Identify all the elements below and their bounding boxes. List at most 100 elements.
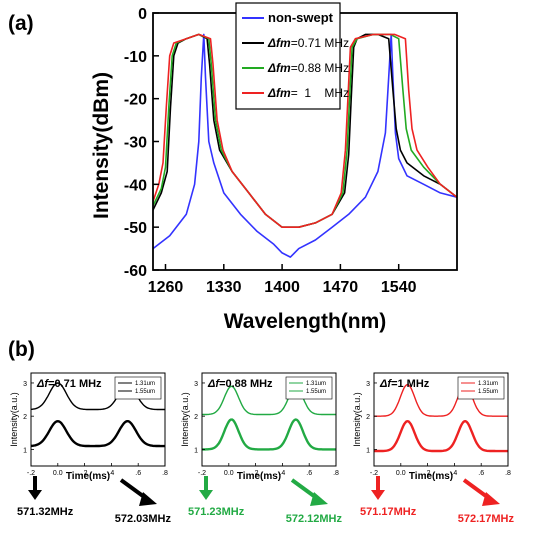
arrow-diag-head-3 [482,492,500,506]
b-x-tick-label-2-1: 0.0 [224,470,234,477]
b-y-tick-label-1-1: 2 [23,414,27,421]
b-y-tick-label-2-0: 1 [194,447,198,454]
y-tick-label-1: -10 [124,49,147,66]
panel-label-b: (b) [8,338,35,361]
b-x-tick-label-1-5: .8 [162,470,168,477]
b-title-prefix-3: Δf [379,378,392,390]
curves-b-2 [202,385,336,451]
b-arrow-label-2-0: 571.23MHz [188,506,245,518]
b-x-tick-label-3-4: .6 [478,470,484,477]
b-x-tick-label-3-3: .4 [451,470,457,477]
panel-label-a: (a) [8,12,34,35]
y-tick-label-2: -20 [124,92,147,109]
legend-label-prefix-2: Δfm [267,61,291,75]
b-x-tick-label-1-3: .4 [108,470,114,477]
y-tick-label-4: -40 [124,177,147,194]
b-legend-label-3-0: 1.31um [478,381,498,387]
b-x-tick-label-2-2: .2 [253,470,259,477]
arrow-down-head-2 [199,490,213,500]
b-title-prefix-2: Δf [207,378,220,390]
x-tick-label-4: 1540 [381,279,417,296]
b-y-tick-label-2-2: 3 [194,381,198,388]
b-y-axis-label-1: Intensity(a.u.) [9,392,19,447]
b-x-tick-label-2-4: .6 [306,470,312,477]
b-x-tick-label-1-2: .2 [82,470,88,477]
b-legend-label-1-1: 1.55um [135,389,155,395]
arrow-down-head-3 [371,490,385,500]
x-axis-label: Wavelength(nm) [224,310,387,333]
x-tick-label-1: 1330 [206,279,242,296]
legend-label-1: Δfm=0.71 MHz [267,36,349,50]
b-y-tick-label-3-2: 3 [366,381,370,388]
plot-frame-b-1 [30,372,166,467]
b-title-1: Δf=0.71 MHz [36,378,102,390]
b-x-tick-label-1-0: -.2 [27,470,35,477]
time-series-3-1 [374,419,508,453]
b-legend-label-3-1: 1.55um [478,389,498,395]
b-legend-label-2-1: 1.55um [306,389,326,395]
legend-label-prefix-1: Δfm [267,36,291,50]
b-legend-label-1-0: 1.31um [135,381,155,387]
b-y-tick-label-1-2: 3 [23,381,27,388]
curves-b-1 [31,382,165,448]
time-chart-0-88: 1 2 3 -.2 0.0 .2 .4 .6 .8 Time(ms) Intensity(a.u.)… [180,372,343,525]
arrow-diag-head-2 [310,492,328,506]
b-x-tick-label-3-0: -.2 [370,470,378,477]
b-x-tick-label-3-1: 0.0 [396,470,406,477]
legend-box [235,2,341,110]
curves-b-3 [374,383,508,453]
b-title-suffix-2: =0.88 MHz [219,378,273,390]
b-x-tick-label-2-0: -.2 [198,470,206,477]
legend-label-suffix-3: = 1 MHz [291,86,349,100]
b-y-tick-label-1-0: 1 [23,447,27,454]
b-x-tick-label-2-5: .8 [333,470,339,477]
time-series-1-1 [31,419,165,448]
b-arrow-label-3-1: 572.17MHz [458,513,515,525]
b-y-tick-label-3-1: 2 [366,414,370,421]
legend-label-suffix-2: =0.88 MHz [291,61,349,75]
y-axis-label: Intensity(dBm) [90,72,113,219]
legend-label-prefix-3: Δfm [267,86,291,100]
time-series-3-0 [374,383,508,417]
x-tick-label-0: 1260 [148,279,184,296]
time-series-1-0 [31,382,165,411]
legend-label-3: Δfm= 1 MHz [267,86,349,100]
b-arrow-label-1-0: 571.32MHz [17,506,74,518]
y-tick-label-6: -60 [124,263,147,280]
time-chart-1: 1 2 3 -.2 0.0 .2 .4 .6 .8 Time(ms) Intensity(a.u.)… [352,372,515,525]
b-y-tick-label-3-0: 1 [366,447,370,454]
b-title-suffix-1: =0.71 MHz [48,378,102,390]
b-legend-label-2-0: 1.31um [306,381,326,387]
b-x-tick-label-1-4: .6 [135,470,141,477]
time-series-2-1 [202,418,336,451]
b-x-axis-label-1: Time(ms) [66,471,110,482]
b-title-2: Δf=0.88 MHz [207,378,273,390]
traces-a [153,33,457,258]
b-title-prefix-1: Δf [36,378,49,390]
b-arrow-label-1-1: 572.03MHz [115,513,172,525]
b-arrow-label-2-1: 572.12MHz [286,513,343,525]
y-tick-label-0: 0 [138,6,147,23]
series-line-3 [153,33,457,228]
legend-label-2: Δfm=0.88 MHz [267,61,349,75]
arrow-diag-head-1 [139,492,157,506]
b-x-tick-label-3-5: .8 [505,470,511,477]
b-x-tick-label-3-2: .2 [425,470,431,477]
legend-label-0: non-swept [268,10,334,25]
b-y-tick-label-2-1: 2 [194,414,198,421]
arrow-down-head-1 [28,490,42,500]
time-chart-0-71: 1 2 3 -.2 0.0 .2 .4 .6 .8 Time(ms) Intensity(a.u.)… [9,372,172,525]
x-tick-label-2: 1400 [264,279,300,296]
b-x-tick-label-2-3: .4 [279,470,285,477]
b-title-3: Δf=1 MHz [379,378,430,390]
b-x-axis-label-3: Time(ms) [409,471,453,482]
plot-frame-b-2 [201,372,337,467]
b-x-axis-label-2: Time(ms) [237,471,281,482]
b-arrow-label-3-0: 571.17MHz [360,506,417,518]
plot-frame-b-3 [373,372,509,467]
legend-label-suffix-1: =0.71 MHz [291,36,349,50]
x-tick-label-3: 1470 [323,279,359,296]
b-y-axis-label-2: Intensity(a.u.) [180,392,190,447]
